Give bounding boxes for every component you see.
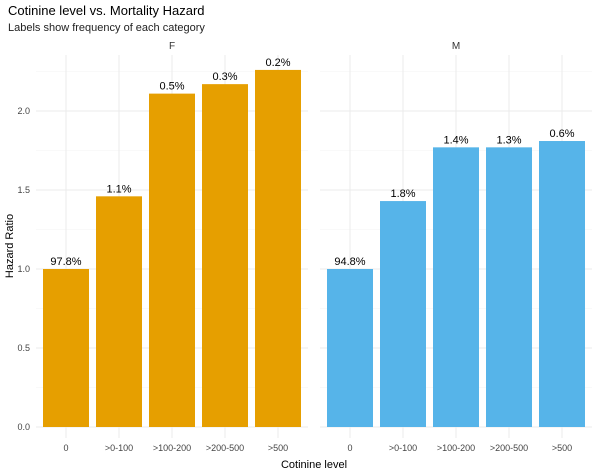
x-tick-label: >0-100 (389, 443, 417, 453)
x-axis-title: Cotinine level (281, 459, 347, 471)
bar (202, 84, 248, 427)
data-label: 0.3% (212, 71, 237, 83)
x-tick-label: >200-500 (490, 443, 528, 453)
bar (380, 201, 426, 427)
chart-subtitle: Labels show frequency of each category (8, 22, 205, 34)
data-label: 1.8% (390, 188, 415, 200)
bar (539, 141, 585, 427)
chart-title: Cotinine level vs. Mortality Hazard (8, 3, 205, 18)
x-tick-label: >100-200 (153, 443, 191, 453)
y-tick-label: 2.0 (17, 106, 30, 116)
x-tick-label: >500 (268, 443, 288, 453)
x-tick-label: 0 (347, 443, 352, 453)
bar (327, 269, 373, 427)
data-label: 1.4% (443, 134, 468, 146)
y-tick-label: 0.0 (17, 422, 30, 432)
facet-label: M (452, 41, 460, 52)
bar (149, 93, 195, 428)
data-label: 0.2% (265, 57, 290, 69)
data-label: 0.5% (159, 81, 184, 93)
bar (433, 147, 479, 427)
bar (255, 69, 301, 428)
y-axis-title: Hazard Ratio (4, 214, 16, 278)
x-tick-label: >500 (552, 443, 572, 453)
y-tick-label: 1.5 (17, 185, 30, 195)
facet-label: F (169, 41, 175, 52)
y-tick-label: 0.5 (17, 343, 30, 353)
y-tick-label: 1.0 (17, 264, 30, 274)
bar (96, 196, 142, 427)
data-label: 0.6% (549, 128, 574, 140)
data-label: 97.8% (50, 256, 81, 268)
data-label: 1.1% (106, 183, 131, 195)
bar (486, 147, 532, 427)
x-tick-label: >200-500 (206, 443, 244, 453)
x-tick-label: >0-100 (105, 443, 133, 453)
data-label: 94.8% (334, 256, 365, 268)
bar (43, 269, 89, 427)
data-label: 1.3% (496, 134, 521, 146)
x-tick-label: >100-200 (437, 443, 475, 453)
x-tick-label: 0 (63, 443, 68, 453)
